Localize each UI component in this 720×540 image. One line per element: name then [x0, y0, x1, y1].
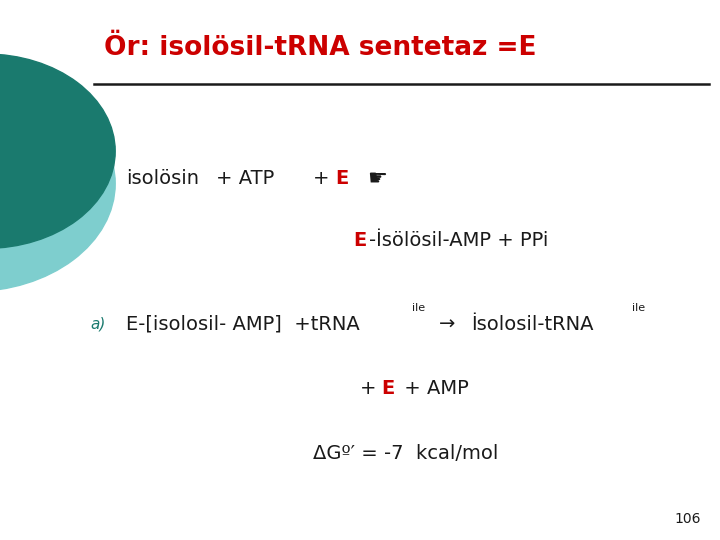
Text: +: + — [313, 168, 336, 188]
Text: +: + — [360, 379, 383, 399]
Text: + ATP: + ATP — [216, 168, 274, 188]
Text: -İsölösil-AMP + PPi: -İsölösil-AMP + PPi — [369, 231, 549, 250]
Text: →: → — [439, 314, 456, 334]
Text: a): a) — [90, 171, 105, 186]
Text: isolösin: isolösin — [126, 168, 199, 188]
Text: ☛: ☛ — [367, 168, 387, 188]
Text: E-[isolosil- AMP]  +tRNA: E-[isolosil- AMP] +tRNA — [126, 314, 360, 334]
Text: E: E — [335, 168, 348, 188]
Text: + AMP: + AMP — [398, 379, 469, 399]
Text: İsolosil-tRNA: İsolosil-tRNA — [472, 314, 594, 334]
Text: ΔGº′ = -7  kcal/mol: ΔGº′ = -7 kcal/mol — [313, 444, 498, 463]
Text: Ör: isolösil-tRNA sentetaz =E: Ör: isolösil-tRNA sentetaz =E — [104, 35, 537, 60]
Text: a): a) — [90, 316, 105, 332]
Text: ile: ile — [412, 303, 425, 313]
Text: ile: ile — [632, 303, 645, 313]
Text: E: E — [382, 379, 395, 399]
Text: E: E — [353, 231, 366, 250]
Text: 106: 106 — [675, 512, 701, 526]
Circle shape — [0, 54, 115, 248]
Circle shape — [0, 76, 115, 292]
